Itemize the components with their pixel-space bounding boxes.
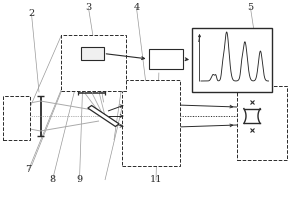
Text: 7: 7 (26, 166, 32, 174)
Bar (81, 47, 103, 60)
Bar (192, 28, 272, 92)
Text: 8: 8 (50, 176, 56, 184)
Text: 9: 9 (76, 176, 82, 184)
Bar (61, 35, 126, 91)
Text: 11: 11 (150, 176, 162, 184)
Text: 5: 5 (248, 3, 254, 12)
Text: 3: 3 (85, 3, 91, 12)
Bar (3, 96, 30, 140)
Polygon shape (88, 106, 119, 126)
Bar (148, 49, 183, 69)
Bar (237, 86, 286, 160)
Text: $I$: $I$ (197, 33, 202, 44)
Text: 4: 4 (134, 3, 140, 12)
Bar (124, 90, 177, 156)
Text: 2: 2 (28, 9, 34, 19)
Bar (122, 80, 180, 166)
